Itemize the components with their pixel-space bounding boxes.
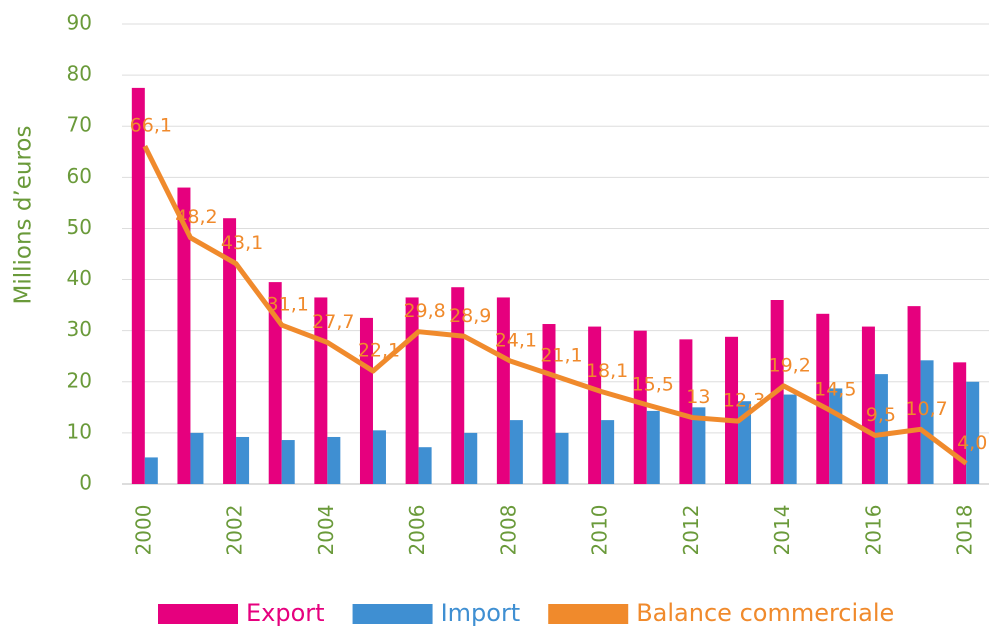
data-label: 21,1: [540, 345, 582, 367]
bar: [907, 306, 921, 484]
bar: [633, 330, 647, 484]
data-label: 24,1: [495, 329, 537, 351]
data-label: 31,1: [267, 294, 309, 316]
data-label: 43,1: [221, 232, 263, 254]
bar: [953, 362, 967, 484]
data-label: 27,7: [312, 311, 354, 333]
data-label: 48,2: [175, 206, 217, 228]
bar: [679, 339, 693, 484]
y-tick-label: 10: [67, 419, 92, 443]
bar: [314, 297, 328, 484]
line: [142, 145, 968, 466]
legend-label: Balance commerciale: [636, 599, 894, 627]
bar: [372, 430, 386, 484]
x-tick-label: 2012: [679, 505, 703, 556]
x-tick-label: 2014: [770, 505, 794, 556]
data-label: 22,1: [358, 340, 400, 362]
y-tick-label: 50: [67, 215, 92, 239]
y-axis-label: Millions d’euros: [11, 126, 37, 305]
data-label: 19,2: [769, 354, 811, 376]
data-label: 15,5: [632, 373, 674, 395]
x-tick-label: 2018: [953, 505, 977, 556]
data-label: 13: [686, 386, 710, 408]
legend-swatch: [548, 604, 629, 624]
y-tick-label: 80: [67, 62, 92, 86]
bar: [829, 388, 843, 484]
bar: [281, 440, 295, 484]
bar: [783, 394, 797, 484]
data-label: 4,0: [957, 432, 987, 454]
legend-label: Export: [246, 599, 325, 627]
y-tick-label: 40: [67, 266, 92, 290]
x-tick-label: 2016: [861, 505, 885, 556]
bar: [236, 436, 250, 484]
bar: [509, 420, 523, 484]
data-label: 28,9: [449, 305, 491, 327]
y-tick-label: 20: [67, 368, 92, 392]
legend-label: Import: [441, 599, 521, 627]
bar: [190, 432, 204, 484]
data-label: 9,5: [866, 404, 896, 426]
x-tick-label: 2008: [496, 505, 520, 556]
data-label: 66,1: [130, 115, 172, 137]
y-tick-label: 0: [79, 471, 92, 495]
y-tick-label: 60: [67, 164, 92, 188]
bar: [861, 326, 875, 484]
bar: [327, 436, 341, 484]
bar: [144, 457, 158, 484]
bar: [725, 336, 739, 484]
x-tick-label: 2010: [588, 505, 612, 556]
bar: [359, 317, 373, 484]
bar: [646, 410, 660, 484]
bar: [542, 324, 556, 484]
legend-swatch: [158, 604, 238, 624]
bar: [418, 447, 432, 484]
bar: [588, 326, 602, 484]
bar: [177, 187, 191, 485]
bar: [223, 218, 237, 484]
bar: [920, 360, 934, 484]
bar: [601, 420, 615, 484]
bar: [874, 374, 888, 484]
bar: [496, 297, 510, 484]
y-tick-label: 70: [67, 113, 92, 137]
bar: [816, 313, 830, 484]
x-tick-label: 2006: [405, 505, 429, 556]
bar: [555, 432, 569, 484]
x-tick-label: 2004: [314, 505, 338, 556]
y-tick-label: 30: [67, 317, 92, 341]
x-tick-label: 2002: [223, 505, 247, 556]
bar: [268, 282, 282, 484]
bar: [405, 297, 419, 484]
bar: [738, 401, 752, 484]
legend-swatch: [352, 604, 433, 624]
bar: [131, 87, 145, 484]
data-label: 10,7: [905, 398, 947, 420]
x-tick-label: 2000: [131, 505, 155, 556]
data-label: 18,1: [586, 360, 628, 382]
data-label: 12,3: [723, 390, 765, 412]
data-label: 29,8: [403, 300, 445, 322]
bar: [464, 432, 478, 484]
bar: [692, 407, 706, 484]
bar: [966, 381, 980, 484]
data-label: 14,5: [814, 378, 856, 400]
y-tick-label: 90: [67, 11, 92, 35]
